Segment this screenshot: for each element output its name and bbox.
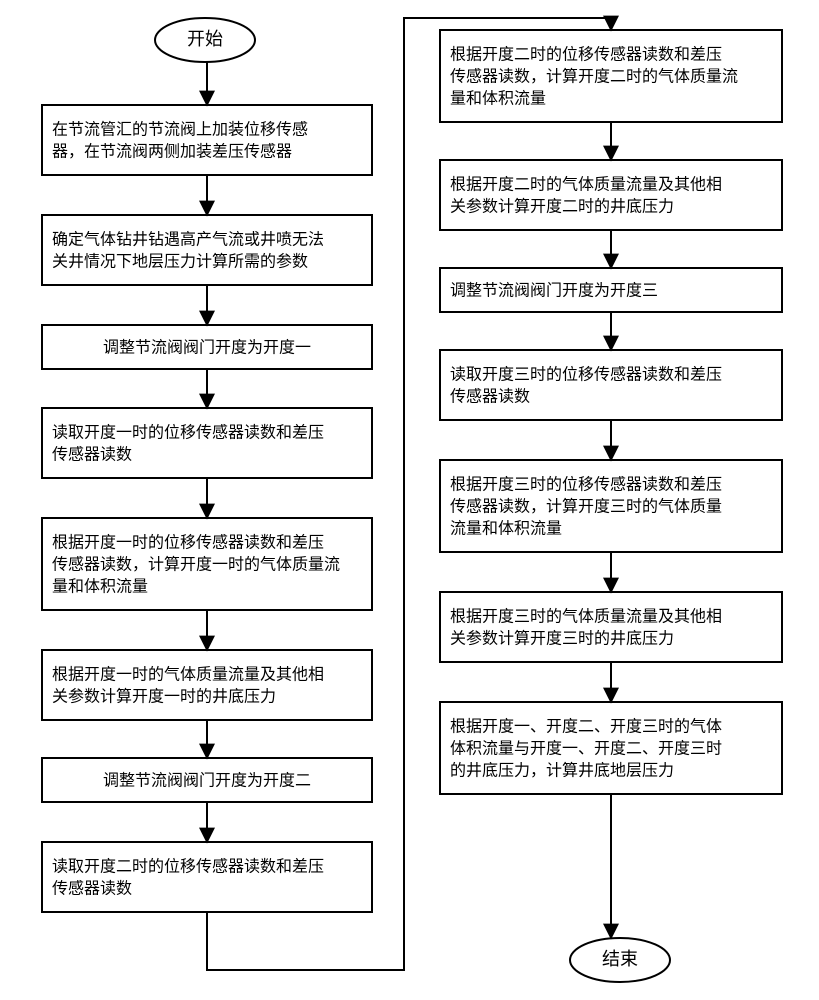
box-L4-line0: 读取开度一时的位移传感器读数和差压 (52, 424, 324, 442)
box-L5-line2: 量和体积流量 (52, 578, 148, 596)
box-R1-line1: 传感器读数，计算开度二时的气体质量流 (450, 67, 738, 86)
box-L1-line0: 在节流管汇的节流阀上加装位移传感 (52, 121, 308, 139)
process-box-L8 (42, 842, 372, 912)
process-box-L1 (42, 105, 372, 175)
box-R1-line0: 根据开度二时的位移传感器读数和差压 (450, 46, 722, 64)
box-R5-line2: 流量和体积流量 (450, 520, 562, 538)
flowchart-svg: 开始结束 在节流管汇的节流阀上加装位移传感器，在节流阀两侧加装差压传感器确定气体钻… (0, 0, 819, 1000)
box-R4-line0: 读取开度三时的位移传感器读数和差压 (450, 366, 722, 384)
process-box-R4 (440, 350, 782, 420)
box-R1-line2: 量和体积流量 (450, 90, 546, 108)
box-R2-line1: 关参数计算开度二时的井底压力 (450, 197, 674, 216)
process-box-R2 (440, 160, 782, 230)
box-R7-line1: 体积流量与开度一、开度二、开度三时 (450, 740, 722, 758)
box-L2-line0: 确定气体钻井钻遇高产气流或井喷无法 (52, 231, 324, 249)
box-R3-line0: 调整节流阀阀门开度为开度三 (450, 282, 658, 300)
box-L6-line0: 根据开度一时的气体质量流量及其他相 (52, 666, 324, 684)
box-R5-line0: 根据开度三时的位移传感器读数和差压 (450, 476, 722, 494)
box-L2-line1: 关井情况下地层压力计算所需的参数 (52, 252, 308, 271)
box-L8-line0: 读取开度二时的位移传感器读数和差压 (52, 858, 324, 876)
box-R4-line1: 传感器读数 (450, 388, 530, 406)
end-label: 结束 (602, 949, 638, 969)
box-R6-line0: 根据开度三时的气体质量流量及其他相 (450, 608, 722, 626)
box-R7-line2: 的井底压力，计算井底地层压力 (450, 761, 674, 780)
box-L4-line1: 传感器读数 (52, 446, 132, 464)
process-box-L6 (42, 650, 372, 720)
box-L6-line1: 关参数计算开度一时的井底压力 (52, 687, 276, 706)
process-box-L4 (42, 408, 372, 478)
process-box-L2 (42, 215, 372, 285)
box-R5-line1: 传感器读数，计算开度三时的气体质量 (450, 497, 722, 516)
box-L3-line0: 调整节流阀阀门开度为开度一 (103, 339, 311, 357)
process-box-R6 (440, 592, 782, 662)
box-L5-line0: 根据开度一时的位移传感器读数和差压 (52, 534, 324, 552)
box-L1-line1: 器，在节流阀两侧加装差压传感器 (52, 143, 292, 161)
box-L5-line1: 传感器读数，计算开度一时的气体质量流 (52, 555, 340, 574)
box-L7-line0: 调整节流阀阀门开度为开度二 (103, 772, 311, 790)
box-R2-line0: 根据开度二时的气体质量流量及其他相 (450, 176, 722, 194)
start-label: 开始 (187, 29, 223, 49)
box-R7-line0: 根据开度一、开度二、开度三时的气体 (450, 718, 722, 736)
box-R6-line1: 关参数计算开度三时的井底压力 (450, 629, 674, 648)
box-L8-line1: 传感器读数 (52, 880, 132, 898)
